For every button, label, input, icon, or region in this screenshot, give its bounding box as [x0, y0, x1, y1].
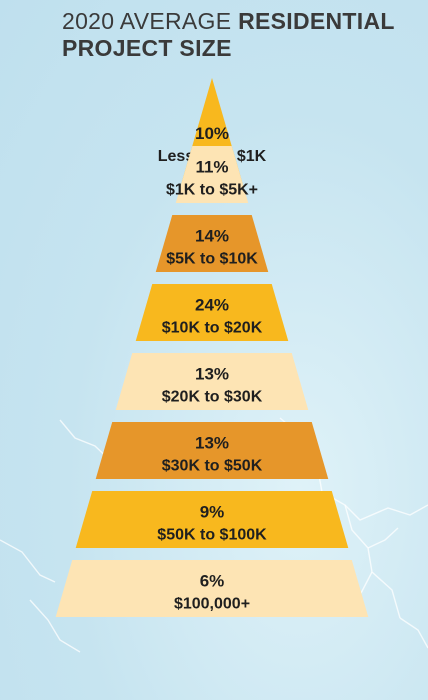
pyramid-segment-4	[135, 284, 289, 341]
pyramid-segment-2	[175, 146, 249, 203]
pyramid-segment-5	[115, 353, 309, 410]
pyramid-segment-8	[55, 560, 369, 617]
segment-range-label: $1K to $5K+	[166, 182, 258, 199]
segment-percent-label: 11%	[195, 158, 228, 177]
segment-percent-label: 9%	[200, 503, 225, 522]
segment-percent-label: 14%	[195, 227, 229, 246]
segment-range-label: $100,000+	[174, 596, 250, 613]
title-bold-residential: RESIDENTIAL	[238, 8, 395, 34]
pyramid-segment-7	[75, 491, 349, 548]
pyramid-segment-6	[95, 422, 329, 479]
segment-percent-label: 24%	[195, 296, 229, 315]
segment-range-label: $10K to $20K	[162, 320, 263, 337]
pyramid-segment-3	[155, 215, 269, 272]
segment-percent-label: 13%	[195, 365, 229, 384]
chart-title: 2020 AVERAGE RESIDENTIAL PROJECT SIZE	[62, 8, 422, 62]
segment-percent-label: 10%	[195, 124, 229, 143]
segment-range-label: $20K to $30K	[162, 389, 263, 406]
segment-range-label: $50K to $100K	[157, 527, 267, 544]
segment-percent-label: 13%	[195, 434, 229, 453]
title-light: 2020 AVERAGE	[62, 8, 232, 34]
segment-percent-label: 6%	[200, 572, 225, 591]
title-bold-project-size: PROJECT SIZE	[62, 35, 232, 61]
segment-range-label: $5K to $10K	[166, 251, 258, 268]
segment-range-label: $30K to $50K	[162, 458, 263, 475]
